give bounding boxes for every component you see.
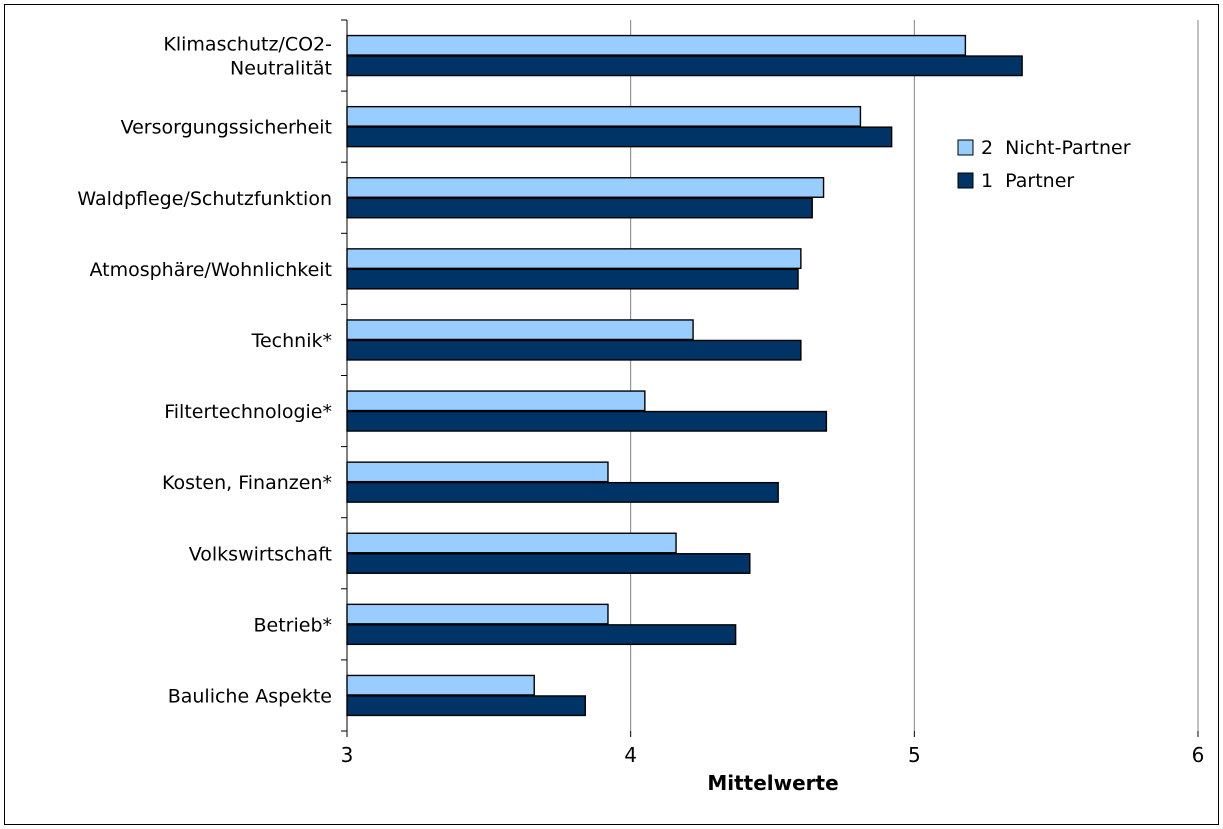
bar-partner — [346, 197, 813, 219]
x-axis-title: Mittelwerte — [707, 771, 838, 795]
legend-swatch-partner — [957, 172, 974, 189]
category-label: Bauliche Aspekte — [168, 685, 332, 707]
legend-label: 2 Nicht-Partner — [981, 137, 1131, 159]
x-tick-label: 6 — [1192, 743, 1205, 767]
axes — [341, 19, 1199, 737]
category-label: Versorgungssicherheit — [121, 117, 332, 139]
category-label: Waldpflege/Schutzfunktion — [77, 188, 332, 210]
bar-nicht-partner — [346, 34, 967, 56]
category-label: Betrieb* — [253, 614, 332, 636]
bar-partner — [346, 126, 893, 148]
category-labels: Klimaschutz/CO2-Neutralität Versorgungssi… — [77, 34, 332, 708]
bar-nicht-partner — [346, 105, 862, 127]
bar-partner — [346, 410, 828, 432]
bar-nicht-partner — [346, 603, 609, 625]
x-tick-label: 3 — [341, 743, 354, 767]
bar-partner — [346, 55, 1023, 77]
bar-nicht-partner — [346, 461, 609, 483]
bar-nicht-partner — [346, 532, 677, 554]
legend-swatch-nicht-partner — [957, 139, 974, 156]
bar-nicht-partner — [346, 177, 825, 198]
bar-nicht-partner — [346, 319, 694, 341]
bar-nicht-partner — [346, 674, 535, 696]
category-label: Filtertechnologie* — [164, 401, 332, 423]
bar-partner — [346, 624, 737, 646]
bar-partner — [346, 695, 586, 717]
bar-partner — [346, 339, 802, 361]
x-tick-label: 5 — [908, 743, 921, 767]
bar-partner — [346, 268, 799, 290]
bar-partner — [346, 481, 779, 503]
category-label: Atmosphäre/Wohnlichkeit — [89, 259, 332, 281]
category-label: Volkswirtschaft — [189, 543, 332, 565]
legend: 2 Nicht-Partner 1 Partner — [957, 137, 1131, 192]
legend-label: 1 Partner — [981, 170, 1074, 192]
bars — [346, 34, 1023, 717]
x-tick-label: 4 — [624, 743, 637, 767]
category-label: Kosten, Finanzen* — [162, 472, 332, 494]
bar-nicht-partner — [346, 390, 646, 412]
bar-partner — [346, 553, 751, 574]
tick-labels: 3 4 5 6 — [341, 743, 1205, 767]
bar-nicht-partner — [346, 248, 802, 270]
category-label: Technik* — [251, 330, 332, 352]
category-label: Klimaschutz/CO2-Neutralität — [163, 34, 332, 80]
